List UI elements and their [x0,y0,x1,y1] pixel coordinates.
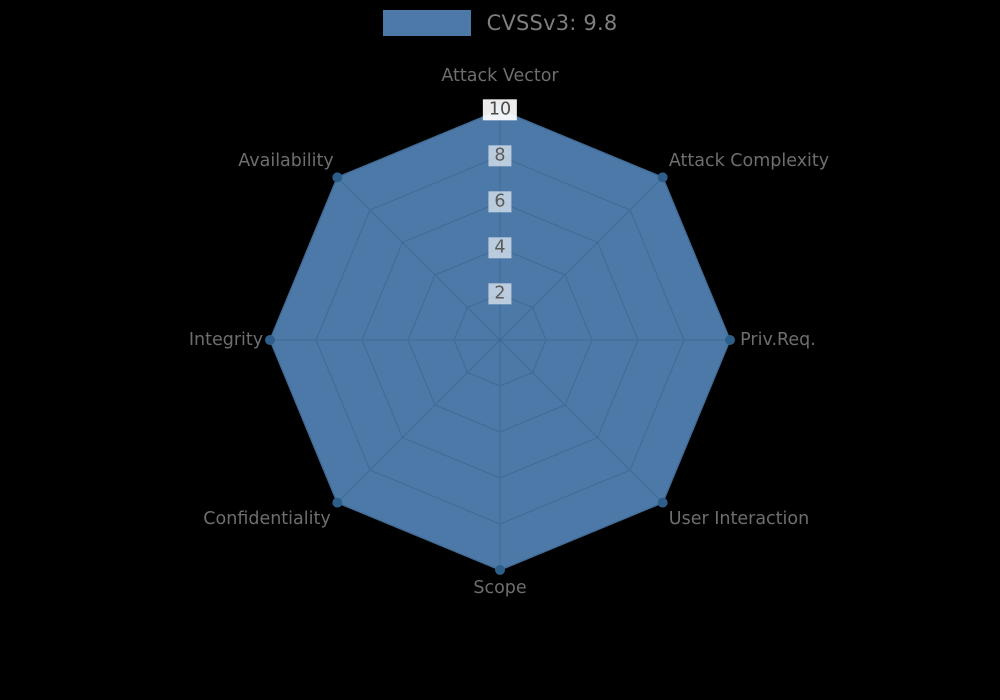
axis-category-label: Integrity [188,330,264,350]
data-point-marker [332,172,343,183]
grid-spoke-overlay [336,339,501,504]
data-point-marker [332,497,343,508]
radial-tick-label: 10 [482,99,518,121]
radial-tick-label: 2 [488,283,512,305]
series-vertex-markers [265,105,735,575]
axis-category-label: Attack Complexity [668,151,830,171]
axis-category-label: Priv.Req. [740,330,816,350]
axis-category-label: Attack Vector [441,66,559,86]
chart-legend: CVSSv3: 9.8 [0,10,1000,36]
data-point-marker [725,335,735,345]
data-point-marker [657,172,668,183]
axis-category-label: Confidentiality [203,509,331,529]
radial-tick-label: 8 [488,145,512,167]
radial-tick-label: 4 [488,237,512,259]
axis-category-label: Scope [473,578,527,598]
radial-tick-label: 6 [488,191,512,213]
data-point-marker [265,335,275,345]
data-point-marker [657,497,668,508]
legend-series-label: CVSSv3: 9.8 [486,11,618,35]
grid-spoke-overlay [499,339,664,504]
axis-category-label: User Interaction [668,509,810,529]
axis-category-label: Availability [238,151,334,171]
data-point-marker [495,565,505,575]
legend-color-swatch [382,10,471,36]
grid-spoke-overlay [336,176,501,341]
grid-spoke-overlay [499,176,664,341]
